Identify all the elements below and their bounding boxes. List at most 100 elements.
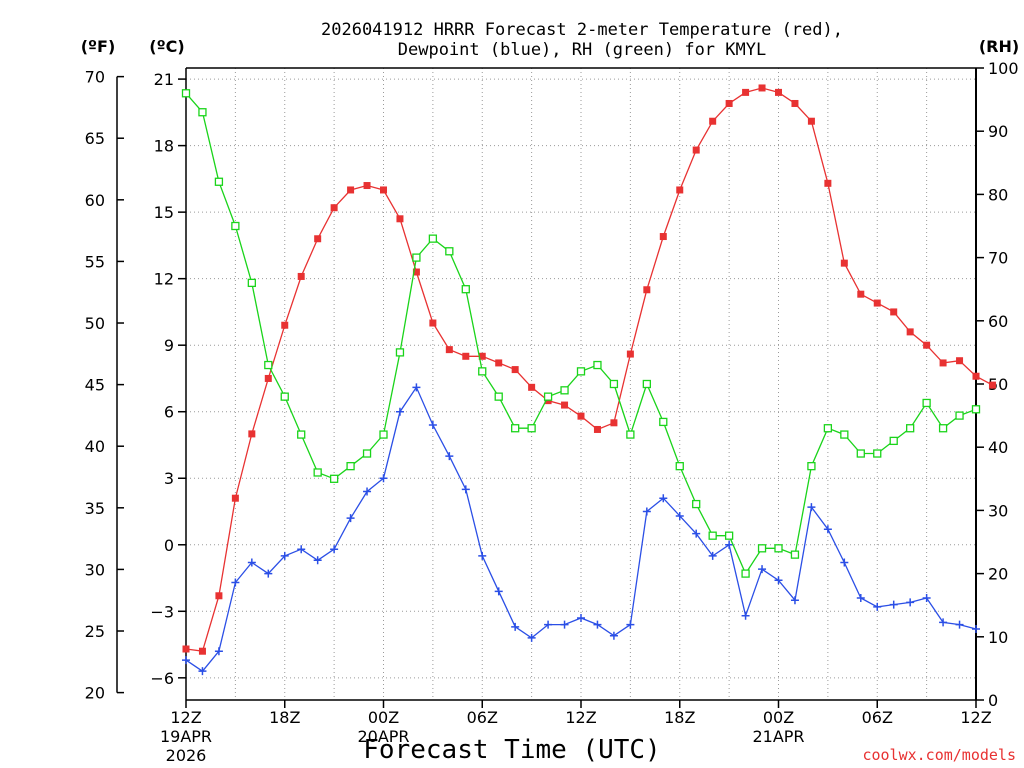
dewpoint-point — [478, 551, 487, 560]
dewpoint-point — [725, 540, 734, 549]
rh-point — [280, 392, 289, 401]
temperature-point — [939, 359, 947, 367]
rh-point — [527, 424, 536, 433]
fahrenheit-tick-label: 20 — [85, 684, 105, 703]
temperature-point — [330, 204, 338, 212]
dewpoint-point — [461, 485, 470, 494]
temperature-point — [264, 374, 272, 382]
celsius-tick-label: 18 — [154, 137, 174, 156]
dewpoint-point — [577, 613, 585, 622]
dewpoint-point — [758, 565, 767, 574]
x-tick-label: 12Z — [170, 708, 201, 727]
x-tick-label: 12Z — [960, 708, 991, 727]
dewpoint-point — [494, 587, 503, 596]
rh-point — [708, 531, 717, 540]
dewpoint-point — [840, 558, 849, 567]
rh-point — [955, 411, 964, 420]
dewpoint-point — [708, 551, 717, 560]
temperature-point — [412, 268, 420, 276]
temperature-point — [988, 381, 996, 389]
rh-point — [889, 436, 898, 446]
rh-point — [807, 462, 816, 471]
rh-point — [922, 398, 931, 408]
temperature-point — [577, 412, 585, 420]
series-2-meter-temperature — [182, 84, 996, 655]
series-dewpoint — [182, 383, 980, 676]
rh-point — [329, 474, 339, 483]
temperature-point — [593, 425, 601, 433]
rh-point — [938, 424, 948, 433]
rh-tick-label: 50 — [988, 375, 1008, 394]
dewpoint-point — [856, 593, 865, 602]
dewpoint-point — [692, 529, 701, 538]
temperature-point — [626, 350, 634, 358]
x-tick-label: 00Z — [368, 708, 399, 727]
rh-tick-label: 10 — [988, 628, 1008, 647]
rh-tick-label: 80 — [988, 185, 1008, 204]
fahrenheit-tick-label: 60 — [85, 191, 105, 210]
dewpoint-point — [412, 383, 421, 392]
rh-tick-label: 70 — [988, 249, 1008, 268]
dewpoint-point — [280, 551, 289, 560]
temperature-point — [495, 359, 503, 367]
x-tick-date-label: 21APR — [752, 727, 804, 746]
dewpoint-point — [231, 578, 240, 587]
rh-point — [445, 247, 454, 256]
rh-point — [560, 386, 569, 395]
fahrenheit-tick-label: 65 — [85, 129, 105, 148]
temperature-point — [297, 272, 305, 280]
temperature-point — [890, 308, 898, 316]
rh-point — [461, 285, 470, 294]
dewpoint-point — [198, 667, 207, 676]
temperature-point — [363, 182, 371, 190]
rh-point — [511, 424, 520, 433]
dewpoint-point — [346, 514, 355, 523]
temperature-point — [314, 235, 322, 243]
x-axis-title: Forecast Time (UTC) — [363, 735, 660, 765]
rh-point — [231, 221, 240, 231]
dewpoint-point — [675, 511, 684, 520]
temperature-point — [347, 186, 355, 194]
temperature-point — [561, 401, 569, 409]
x-tick-label: 00Z — [763, 708, 794, 727]
dewpoint-point — [873, 602, 882, 611]
rh-point — [264, 360, 273, 370]
rh-point — [675, 462, 684, 471]
temperature-point — [956, 357, 964, 365]
rh-point — [906, 424, 915, 433]
dewpoint-point — [609, 631, 618, 640]
rh-tick-label: 20 — [988, 565, 1008, 584]
temperature-point — [775, 88, 782, 96]
celsius-tick-label: 21 — [154, 70, 174, 89]
rh-point — [873, 449, 882, 458]
x-tick-label: 18Z — [664, 708, 695, 727]
fahrenheit-tick-label: 45 — [85, 376, 105, 395]
dewpoint-point — [511, 622, 520, 631]
dewpoint-point — [593, 620, 602, 629]
rh-unit-label: (RH) — [979, 37, 1019, 56]
rh-point — [659, 417, 668, 427]
fahrenheit-tick-label: 30 — [85, 560, 105, 579]
temperature-point — [972, 372, 980, 380]
x-tick-label: 12Z — [565, 708, 596, 727]
temperature-point — [610, 419, 618, 427]
dewpoint-point — [659, 494, 668, 503]
rh-point — [543, 392, 553, 401]
credit-link[interactable]: coolwx.com/models — [862, 746, 1016, 764]
rh-point — [840, 430, 849, 439]
celsius-tick-label: 6 — [164, 403, 174, 422]
dewpoint-point — [247, 558, 256, 567]
celsius-unit-label: (ºC) — [149, 37, 184, 56]
rh-point — [412, 253, 421, 262]
dewpoint-point — [774, 576, 783, 585]
rh-point — [724, 531, 734, 540]
temperature-point — [824, 179, 832, 187]
x-tick-label: 06Z — [467, 708, 498, 727]
temperature-point — [692, 146, 700, 154]
temperature-point — [511, 366, 519, 374]
temperature-point — [182, 645, 190, 653]
rh-point — [379, 430, 388, 439]
temperature-point — [231, 494, 239, 502]
rh-point — [313, 468, 322, 477]
fahrenheit-tick-label: 40 — [85, 437, 105, 456]
